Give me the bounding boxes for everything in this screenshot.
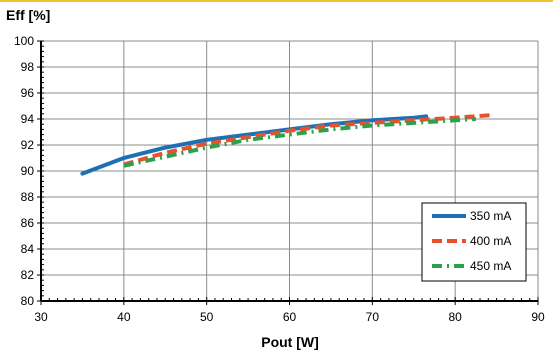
x-tick-label: 80 (448, 310, 462, 324)
tick-labels: 30 40 50 60 70 80 90 80 82 84 86 88 90 92 94 96 98 100 (14, 34, 545, 324)
y-tick-label: 88 (21, 190, 35, 204)
x-tick-label: 90 (531, 310, 545, 324)
series-line-2 (123, 113, 493, 167)
legend-label-2: 400 mA (470, 234, 511, 248)
y-tick-label: 82 (21, 268, 35, 282)
x-tick-label: 70 (366, 310, 380, 324)
y-tick-label: 94 (21, 112, 35, 126)
x-axis-title: Pout [W] (261, 334, 319, 350)
legend: 350 mA 400 mA 450 mA (421, 202, 527, 282)
series-line-3 (123, 117, 477, 168)
y-tick-label: 98 (21, 60, 35, 74)
y-tick-label: 90 (21, 164, 35, 178)
y-tick-label: 92 (21, 138, 35, 152)
x-tick-label: 40 (117, 310, 131, 324)
legend-label-1: 350 mA (470, 209, 511, 223)
top-accent-bar (0, 0, 553, 2)
axes (37, 40, 539, 305)
legend-label-3: 450 mA (470, 259, 511, 273)
x-tick-label: 60 (283, 310, 297, 324)
series-line-1 (80, 114, 429, 176)
series-lines (80, 113, 493, 176)
y-tick-label: 86 (21, 216, 35, 230)
y-tick-label: 96 (21, 86, 35, 100)
x-tick-label: 50 (200, 310, 214, 324)
x-tick-label: 30 (34, 310, 48, 324)
y-tick-label: 80 (21, 294, 35, 308)
y-tick-label: 100 (14, 34, 34, 48)
y-tick-label: 84 (21, 242, 35, 256)
y-axis-title: Eff [%] (6, 7, 50, 23)
